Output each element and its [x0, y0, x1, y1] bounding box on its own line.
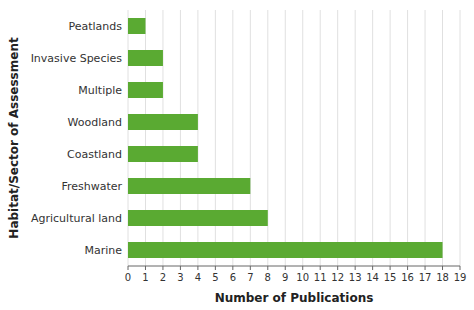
grid-line — [128, 10, 129, 266]
x-tick — [285, 266, 286, 270]
x-tick-label: 15 — [384, 272, 397, 283]
x-tick-label: 5 — [212, 272, 218, 283]
x-tick-label: 7 — [247, 272, 253, 283]
x-tick — [232, 266, 233, 270]
x-tick — [197, 266, 198, 270]
grid-line — [285, 10, 286, 266]
y-tick-label: Coastland — [67, 148, 122, 161]
bar — [128, 146, 198, 162]
grid-line — [162, 10, 163, 266]
x-tick — [267, 266, 268, 270]
x-tick — [302, 266, 303, 270]
grid-line — [197, 10, 198, 266]
x-tick-label: 17 — [419, 272, 432, 283]
y-tick-label: Multiple — [78, 84, 122, 97]
x-tick-label: 19 — [454, 272, 467, 283]
x-tick — [128, 266, 129, 270]
x-tick-label: 16 — [401, 272, 414, 283]
grid-line — [442, 10, 443, 266]
bar — [128, 82, 163, 98]
x-tick — [162, 266, 163, 270]
x-tick-label: 6 — [230, 272, 236, 283]
x-tick-label: 18 — [436, 272, 449, 283]
grid-line — [425, 10, 426, 266]
grid-line — [267, 10, 268, 266]
bar — [128, 50, 163, 66]
x-tick — [180, 266, 181, 270]
x-tick-label: 1 — [142, 272, 148, 283]
x-tick-label: 0 — [125, 272, 131, 283]
x-tick-label: 3 — [177, 272, 183, 283]
x-tick-label: 13 — [349, 272, 362, 283]
bar — [128, 178, 250, 194]
y-tick-label: Marine — [84, 244, 122, 257]
bars — [128, 18, 443, 258]
bar — [128, 210, 268, 226]
chart-svg: 012345678910111213141516171819MarineAgri… — [0, 0, 474, 310]
y-tick-label: Woodland — [68, 116, 122, 129]
x-tick — [460, 266, 461, 270]
grid-line — [355, 10, 356, 266]
bar — [128, 18, 145, 34]
x-tick — [250, 266, 251, 270]
x-axis: 012345678910111213141516171819 — [125, 266, 467, 283]
x-tick-label: 14 — [366, 272, 379, 283]
x-axis-line — [128, 266, 460, 267]
x-tick — [215, 266, 216, 270]
grid-line — [232, 10, 233, 266]
x-tick-label: 11 — [314, 272, 327, 283]
x-tick-label: 9 — [282, 272, 288, 283]
grid-line — [145, 10, 146, 266]
y-tick-label: Invasive Species — [31, 52, 123, 65]
x-tick-label: 10 — [296, 272, 309, 283]
x-tick — [337, 266, 338, 270]
chart-container: 012345678910111213141516171819MarineAgri… — [0, 0, 474, 310]
x-axis-title: Number of Publications — [215, 291, 374, 305]
bar — [128, 114, 198, 130]
x-tick — [390, 266, 391, 270]
y-axis-title: Habitat/Sector of Assessment — [7, 37, 21, 239]
grid-line — [460, 10, 461, 266]
x-tick — [407, 266, 408, 270]
grid-line — [302, 10, 303, 266]
grid-line — [320, 10, 321, 266]
x-tick — [145, 266, 146, 270]
x-tick — [425, 266, 426, 270]
grid-line — [215, 10, 216, 266]
x-tick-label: 4 — [195, 272, 201, 283]
x-tick — [372, 266, 373, 270]
grid-line — [180, 10, 181, 266]
y-tick-label: Peatlands — [68, 20, 122, 33]
bar — [128, 242, 443, 258]
x-tick-label: 12 — [331, 272, 344, 283]
y-axis: Marine Agricultural land Freshwater Coastla… — [31, 20, 123, 257]
x-tick — [355, 266, 356, 270]
grid-line — [390, 10, 391, 266]
grid-line — [337, 10, 338, 266]
y-tick-label: Agricultural land — [31, 212, 122, 225]
x-tick-label: 8 — [265, 272, 271, 283]
grid-line — [372, 10, 373, 266]
x-tick-label: 2 — [160, 272, 166, 283]
grid-line — [250, 10, 251, 266]
grid-line — [407, 10, 408, 266]
x-tick — [320, 266, 321, 270]
x-tick — [442, 266, 443, 270]
grid — [128, 10, 460, 266]
y-tick-label: Freshwater — [61, 180, 122, 193]
